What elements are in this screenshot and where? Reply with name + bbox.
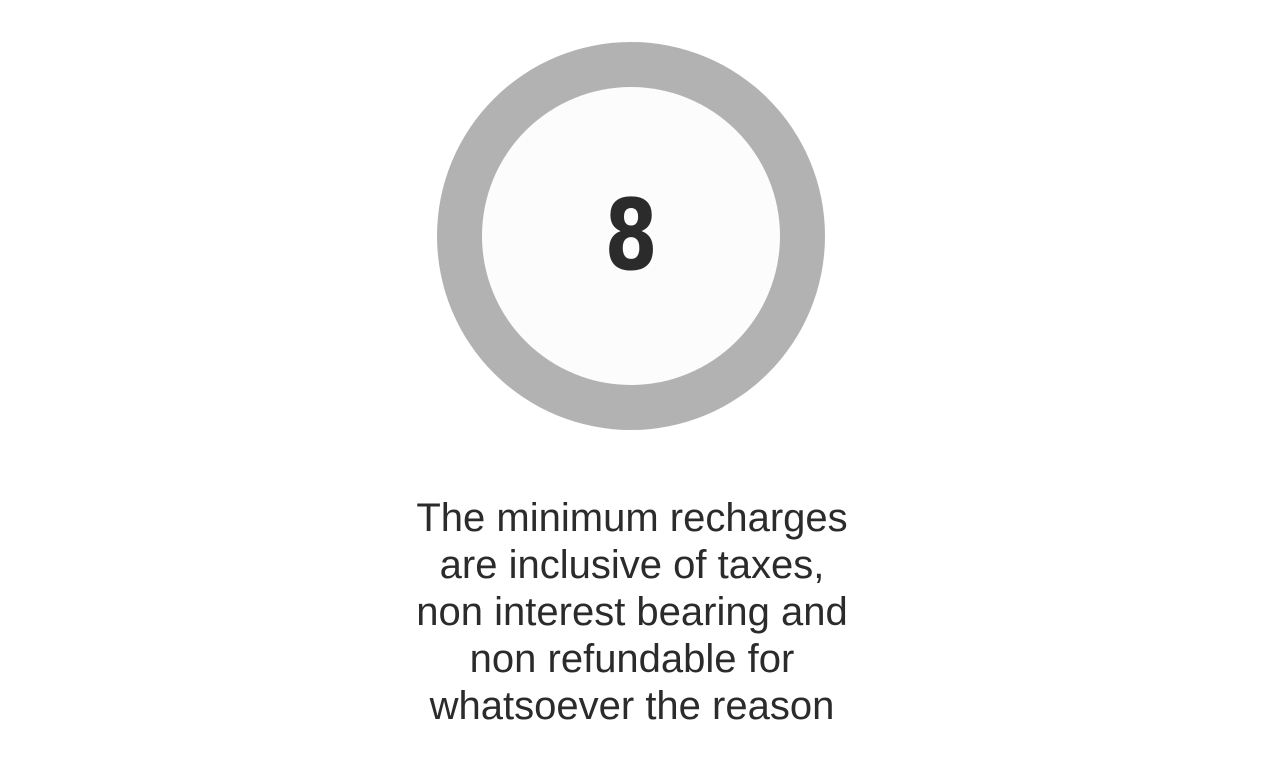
step-number-ring: 8	[437, 42, 825, 430]
step-caption-line: whatsoever the reason	[429, 684, 835, 728]
step-caption-line: are inclusive of taxes,	[439, 543, 825, 587]
step-caption: The minimum recharges are inclusive of t…	[382, 495, 882, 730]
step-number-badge: 8	[482, 87, 780, 385]
step-caption-line: non interest bearing and	[416, 590, 848, 634]
step-caption-line: The minimum recharges	[416, 496, 848, 540]
step-caption-line: non refundable for	[469, 637, 795, 681]
step-number: 8	[604, 179, 658, 293]
